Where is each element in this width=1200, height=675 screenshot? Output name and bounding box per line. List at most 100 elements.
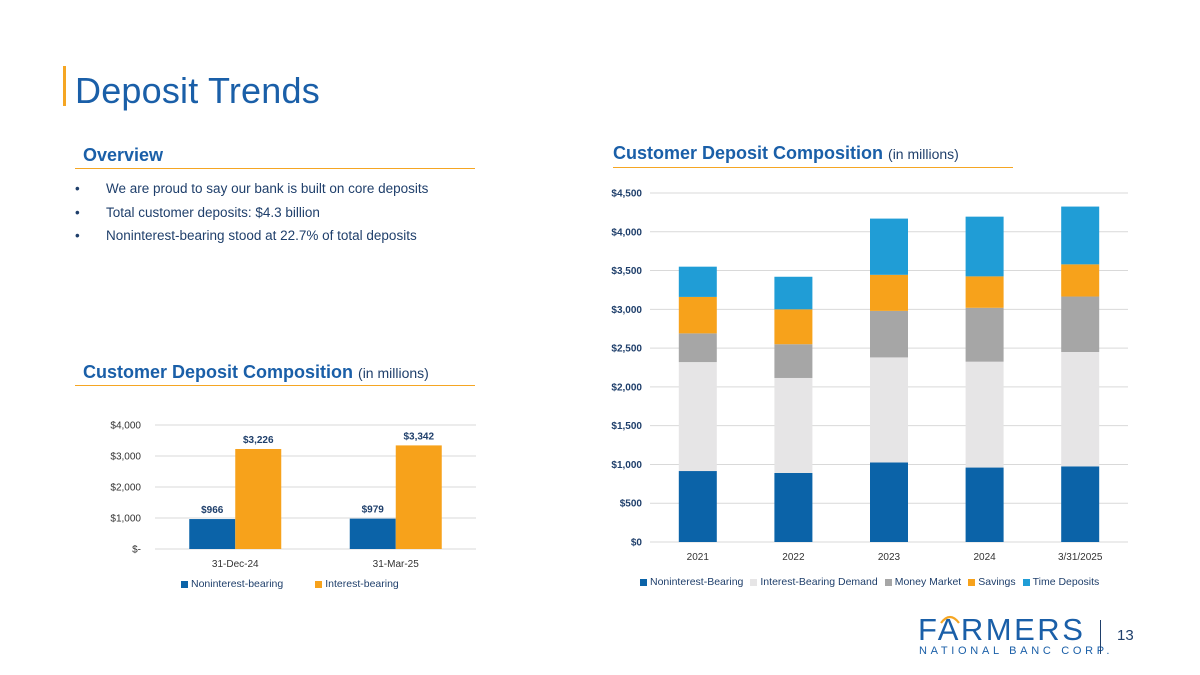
bar-segment: [1061, 206, 1100, 265]
x-tick-label: 31-Dec-24: [212, 559, 259, 570]
bar-segment: [965, 216, 1004, 277]
y-tick-label: $3,000: [110, 452, 141, 463]
y-tick-label: $1,000: [611, 460, 642, 471]
overview-underline: [75, 168, 475, 169]
bar-segment: [1061, 351, 1100, 467]
bar-segment: [774, 276, 813, 310]
legend-swatch: [750, 578, 758, 586]
legend-item: Savings: [968, 576, 1016, 588]
bar-segment: [1061, 466, 1100, 542]
x-tick-label: 2024: [973, 552, 996, 563]
x-tick-label: 3/31/2025: [1058, 552, 1103, 563]
data-label: $3,342: [403, 431, 434, 442]
wheat-accent-icon: [939, 615, 960, 624]
farmers-logo: FA RMERS NATIONAL BANC CORP.: [918, 612, 1109, 662]
y-tick-label: $500: [620, 499, 643, 510]
legend-item: Interest-Bearing Demand: [750, 576, 878, 588]
bullet-item: We are proud to say our bank is built on…: [75, 181, 428, 205]
bar: [235, 448, 282, 549]
overview-bullets: We are proud to say our bank is built on…: [75, 181, 428, 252]
y-tick-label: $3,000: [611, 305, 642, 316]
bar-segment: [1061, 296, 1100, 352]
legend-swatch: [884, 578, 892, 586]
title-accent-bar: [63, 66, 66, 106]
bar-segment: [678, 296, 717, 334]
y-tick-label: $4,000: [110, 421, 141, 432]
right-chart-unit: (in millions): [888, 146, 959, 162]
y-tick-label: $3,500: [611, 266, 642, 277]
legend-item: Interest-bearing: [315, 578, 399, 590]
y-tick-label: $2,000: [110, 483, 141, 494]
legend-label: Interest-bearing: [325, 578, 399, 590]
bar-segment: [678, 362, 717, 472]
bar: [349, 518, 396, 549]
data-label: $3,226: [243, 435, 274, 446]
page-title: Deposit Trends: [75, 70, 320, 111]
legend-item: Time Deposits: [1022, 576, 1100, 588]
bar-segment: [678, 471, 717, 542]
legend-swatch: [315, 580, 323, 588]
legend-item: Noninterest-bearing: [181, 578, 283, 590]
y-tick-label: $1,500: [611, 421, 642, 432]
y-tick-label: $4,000: [611, 227, 642, 238]
x-tick-label: 2023: [878, 552, 901, 563]
bar-segment: [774, 472, 813, 542]
legend-label: Time Deposits: [1032, 576, 1100, 588]
left-chart-legend: Noninterest-bearing Interest-bearing: [181, 578, 431, 590]
y-tick-label: $0: [631, 538, 643, 549]
y-tick-label: $-: [132, 545, 141, 556]
legend-item: Noninterest-Bearing: [640, 576, 743, 588]
legend-label: Interest-Bearing Demand: [760, 576, 878, 588]
bullet-item: Total customer deposits: $4.3 billion: [75, 205, 428, 229]
left-chart-title: Customer Deposit Composition: [83, 362, 354, 382]
x-tick-label: 2022: [782, 552, 805, 563]
bar-segment: [870, 357, 908, 463]
bar-segment: [870, 274, 908, 311]
x-tick-label: 31-Mar-25: [373, 559, 420, 570]
y-tick-label: $1,000: [110, 514, 141, 525]
left-chart-heading: Customer Deposit Composition (in million…: [83, 362, 429, 383]
bar-segment: [1061, 264, 1100, 297]
left-chart-unit: (in millions): [358, 365, 429, 381]
data-label: $966: [201, 505, 224, 516]
bar-segment: [774, 309, 813, 345]
data-label: $979: [362, 505, 385, 516]
legend-swatch: [1022, 578, 1030, 586]
logo-tagline: NATIONAL BANC CORP.: [919, 645, 1114, 657]
right-chart-underline: [613, 167, 1013, 168]
right-chart-title: Customer Deposit Composition: [613, 143, 884, 163]
legend-label: Money Market: [894, 576, 962, 588]
bar-segment: [774, 377, 813, 473]
legend-label: Noninterest-Bearing: [650, 576, 744, 588]
logo-divider: [1100, 620, 1101, 654]
left-chart-underline: [75, 385, 475, 386]
x-tick-label: 2021: [687, 552, 710, 563]
bullet-item: Noninterest-bearing stood at 22.7% of to…: [75, 228, 428, 252]
y-tick-label: $2,500: [611, 344, 642, 355]
legend-swatch: [640, 578, 647, 586]
bar-segment: [774, 344, 813, 378]
bar-segment: [678, 266, 717, 297]
legend-label: Savings: [978, 576, 1016, 588]
bar-segment: [965, 307, 1004, 362]
page-number: 13: [1117, 627, 1134, 644]
bar-segment: [678, 333, 717, 363]
legend-swatch: [181, 580, 188, 588]
right-chart-heading: Customer Deposit Composition (in million…: [613, 143, 959, 164]
logo-wordmark: FA RMERS: [918, 612, 1086, 647]
bar-segment: [965, 361, 1004, 468]
bar: [395, 445, 442, 549]
legend-item: Money Market: [884, 576, 962, 588]
legend-label: Noninterest-bearing: [191, 578, 284, 590]
bar-segment: [965, 467, 1004, 542]
bar-segment: [870, 218, 908, 275]
y-tick-label: $4,500: [611, 189, 642, 200]
bar-segment: [870, 462, 908, 542]
legend-swatch: [968, 578, 976, 586]
y-tick-label: $2,000: [611, 382, 642, 393]
overview-heading: Overview: [83, 145, 164, 165]
bar-segment: [870, 310, 908, 358]
bar-segment: [965, 276, 1004, 308]
